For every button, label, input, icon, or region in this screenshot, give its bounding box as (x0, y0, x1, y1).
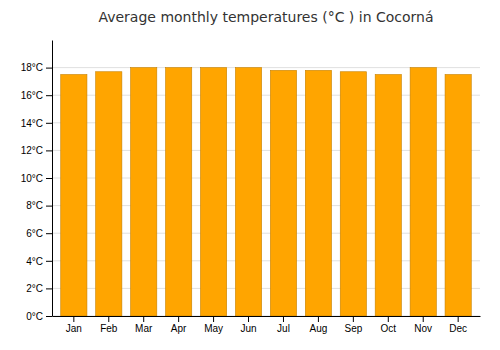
bar (166, 68, 192, 316)
tick-mark (143, 316, 144, 322)
tick: 6°C (26, 228, 52, 239)
x-axis: Jan Feb Mar Apr May Jun Jul Aug Sep Oct Nov Dec (53, 316, 481, 334)
tick-mark (178, 316, 179, 322)
bar (270, 70, 296, 316)
tick-mark (248, 316, 249, 322)
tick-mark (46, 316, 52, 317)
bar (96, 72, 122, 316)
tick: Feb (100, 316, 118, 334)
tick: Mar (135, 316, 153, 334)
tick-label: Dec (449, 323, 467, 334)
tick-mark (458, 316, 459, 322)
tick: 2°C (26, 283, 52, 294)
tick-mark (73, 316, 74, 322)
tick-label: 12°C (21, 145, 43, 156)
tick-mark (46, 95, 52, 96)
tick-label: Jun (240, 323, 256, 334)
tick-label: Oct (381, 323, 397, 334)
tick-mark (46, 233, 52, 234)
tick-mark (283, 316, 284, 322)
tick-label: May (204, 323, 223, 334)
tick: Apr (171, 316, 187, 334)
tick-label: Jul (277, 323, 290, 334)
tick: Jun (240, 316, 256, 334)
tick-label: 0°C (26, 311, 43, 322)
tick-label: Apr (171, 323, 187, 334)
bar (340, 72, 366, 316)
tick-mark (46, 123, 52, 124)
tick-mark (46, 288, 52, 289)
tick: 8°C (26, 200, 52, 211)
tick-mark (46, 206, 52, 207)
tick: Jul (277, 316, 290, 334)
tick-mark (213, 316, 214, 322)
tick-label: Aug (310, 323, 328, 334)
tick-label: 18°C (21, 62, 43, 73)
tick-label: 14°C (21, 118, 43, 129)
tick-label: Sep (344, 323, 362, 334)
tick: May (204, 316, 223, 334)
tick: 0°C (26, 311, 52, 322)
tick: 12°C (21, 145, 52, 156)
tick-mark (108, 316, 109, 322)
tick-label: 2°C (26, 283, 43, 294)
tick: Dec (449, 316, 467, 334)
tick-label: Feb (100, 323, 118, 334)
tick-label: 10°C (21, 173, 43, 184)
tick-label: Nov (414, 323, 432, 334)
grid (52, 68, 480, 316)
tick-label: 8°C (26, 200, 43, 211)
tick-mark (353, 316, 354, 322)
bars (61, 68, 472, 316)
tick: 4°C (26, 256, 52, 267)
tick-mark (46, 178, 52, 179)
bar (410, 68, 436, 316)
bar (131, 68, 157, 316)
tick-mark (46, 150, 52, 151)
tick: Aug (310, 316, 328, 334)
chart: 0°C 2°C 4°C 6°C 8°C 10°C 12°C 14°C 16°C 18°C Jan Fe… (0, 0, 500, 350)
tick: 14°C (21, 118, 52, 129)
tick: Nov (414, 316, 432, 334)
tick: 18°C (21, 62, 52, 73)
tick-label: 4°C (26, 256, 43, 267)
tick: 10°C (21, 173, 52, 184)
plot: 0°C 2°C 4°C 6°C 8°C 10°C 12°C 14°C 16°C 18°C Jan Fe… (21, 41, 481, 335)
tick-label: Mar (135, 323, 153, 334)
bar (305, 70, 331, 316)
axis-line (53, 316, 481, 317)
bar (235, 68, 261, 316)
bar (200, 68, 226, 316)
tick-mark (318, 316, 319, 322)
tick-mark (388, 316, 389, 322)
tick-label: 16°C (21, 90, 43, 101)
bar (445, 75, 471, 317)
title: Average monthly temperatures (°C ) in Co… (98, 9, 433, 25)
tick: Oct (381, 316, 397, 334)
bar (375, 75, 401, 317)
tick-mark (423, 316, 424, 322)
axis-line (52, 41, 53, 317)
tick: Sep (344, 316, 362, 334)
y-axis: 0°C 2°C 4°C 6°C 8°C 10°C 12°C 14°C 16°C 18°C (21, 41, 53, 322)
tick-label: 6°C (26, 228, 43, 239)
tick: 16°C (21, 90, 52, 101)
tick: Jan (66, 316, 82, 334)
tick-mark (46, 68, 52, 69)
tick-label: Jan (66, 323, 82, 334)
tick-mark (46, 261, 52, 262)
bar (61, 75, 87, 317)
